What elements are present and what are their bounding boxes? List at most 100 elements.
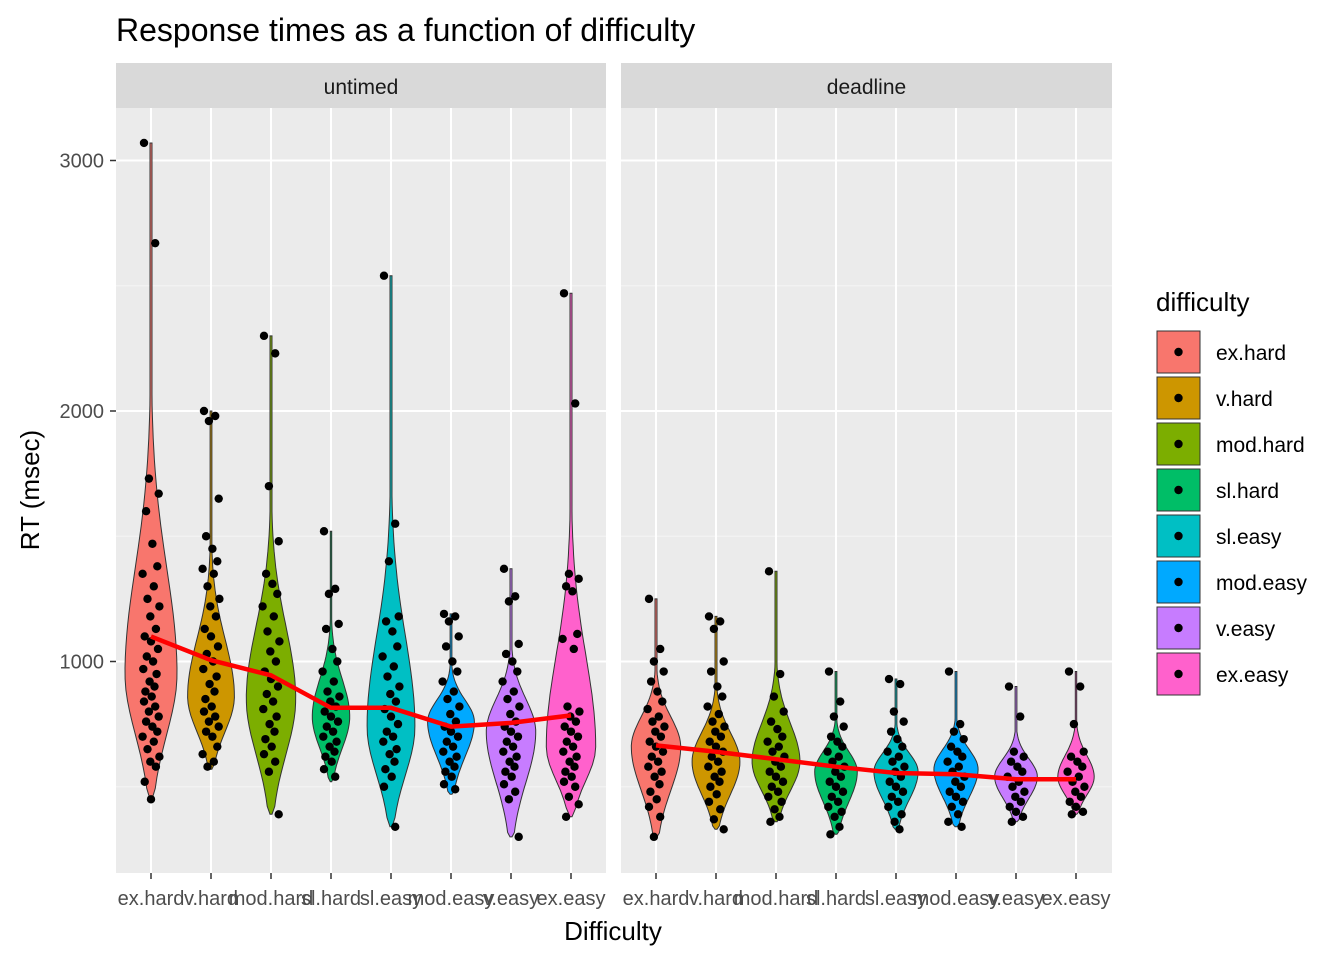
data-point — [151, 762, 161, 771]
data-point — [1078, 762, 1087, 771]
data-point — [886, 727, 896, 736]
data-point — [891, 782, 901, 791]
data-point — [388, 627, 397, 636]
data-point — [561, 767, 570, 776]
data-point — [1009, 747, 1019, 756]
data-point — [898, 742, 907, 751]
data-point — [201, 532, 211, 541]
data-point — [394, 612, 403, 621]
data-point — [151, 624, 161, 634]
data-point — [779, 707, 788, 716]
data-point — [259, 749, 269, 759]
data-point — [151, 702, 160, 711]
legend-key-point — [1174, 669, 1183, 679]
data-point — [271, 757, 280, 766]
data-point — [957, 822, 966, 832]
data-point — [453, 732, 463, 741]
legend-key-point — [1174, 623, 1183, 633]
data-point — [713, 757, 723, 766]
y-tick-label: 1000 — [60, 652, 105, 674]
data-point — [329, 677, 338, 686]
data-point — [274, 537, 283, 546]
data-point — [379, 271, 389, 280]
legend-item-ex.hard: ex.hard — [1156, 330, 1286, 374]
legend-key-point — [1174, 577, 1183, 587]
data-point — [147, 692, 156, 701]
data-point — [395, 682, 404, 691]
data-point — [262, 689, 271, 699]
data-point — [711, 742, 721, 751]
data-point — [716, 732, 726, 741]
data-point — [560, 722, 569, 731]
data-point — [153, 644, 163, 654]
data-point — [327, 757, 336, 766]
legend-label: ex.hard — [1216, 342, 1286, 365]
violin-ex.easy — [545, 292, 597, 818]
data-point — [944, 817, 953, 827]
data-point — [883, 747, 892, 756]
data-point — [644, 802, 654, 811]
data-point — [824, 802, 833, 811]
data-point — [773, 724, 782, 734]
legend-label: mod.hard — [1216, 434, 1305, 457]
data-point — [1006, 757, 1016, 766]
data-point — [1020, 787, 1029, 796]
data-point — [654, 712, 663, 721]
data-point — [1074, 772, 1084, 781]
data-point — [510, 762, 519, 771]
data-point — [893, 797, 903, 806]
data-point — [837, 807, 846, 816]
y-tick-label: 3000 — [60, 151, 105, 173]
data-point — [259, 331, 269, 341]
data-point — [326, 712, 336, 721]
data-point — [504, 795, 514, 804]
data-point — [770, 805, 779, 814]
data-point — [890, 817, 899, 827]
legend-label: mod.easy — [1216, 572, 1308, 595]
data-point — [273, 589, 282, 599]
x-tick-label: mod.hard — [229, 888, 314, 910]
data-point — [951, 777, 960, 786]
data-point — [652, 795, 661, 804]
data-point — [447, 772, 456, 781]
data-point — [719, 825, 728, 834]
data-point — [769, 692, 779, 701]
data-point — [719, 657, 728, 666]
data-point — [656, 732, 666, 741]
data-point — [643, 704, 652, 714]
legend-key-point — [1174, 393, 1183, 403]
data-point — [559, 289, 569, 298]
data-point — [1063, 767, 1072, 776]
data-point — [146, 795, 156, 804]
legend-item-v.hard: v.hard — [1156, 376, 1273, 420]
data-point — [498, 677, 507, 686]
data-point — [657, 767, 666, 776]
data-point — [958, 752, 967, 761]
data-point — [502, 737, 511, 746]
data-point — [833, 797, 843, 806]
data-point — [945, 787, 954, 796]
data-point — [506, 709, 515, 719]
data-point — [558, 634, 567, 644]
data-point — [773, 787, 783, 796]
data-point — [504, 597, 514, 606]
data-point — [573, 732, 583, 741]
data-point — [826, 830, 835, 839]
data-point — [658, 747, 668, 756]
data-point — [379, 737, 388, 746]
x-tick-label: ex.hard — [623, 888, 690, 910]
data-point — [707, 752, 716, 761]
data-point — [141, 507, 151, 516]
violin-mod.easy — [427, 613, 475, 795]
data-point — [1008, 782, 1017, 791]
legend-item-sl.easy: sl.easy — [1156, 514, 1282, 558]
data-point — [454, 632, 463, 641]
data-point — [653, 687, 662, 696]
x-tick-label: mod.hard — [734, 888, 819, 910]
data-point — [335, 692, 344, 701]
data-point — [143, 594, 152, 604]
data-point — [387, 772, 396, 781]
x-tick-label: mod.easy — [913, 888, 1000, 910]
data-point — [451, 612, 460, 621]
